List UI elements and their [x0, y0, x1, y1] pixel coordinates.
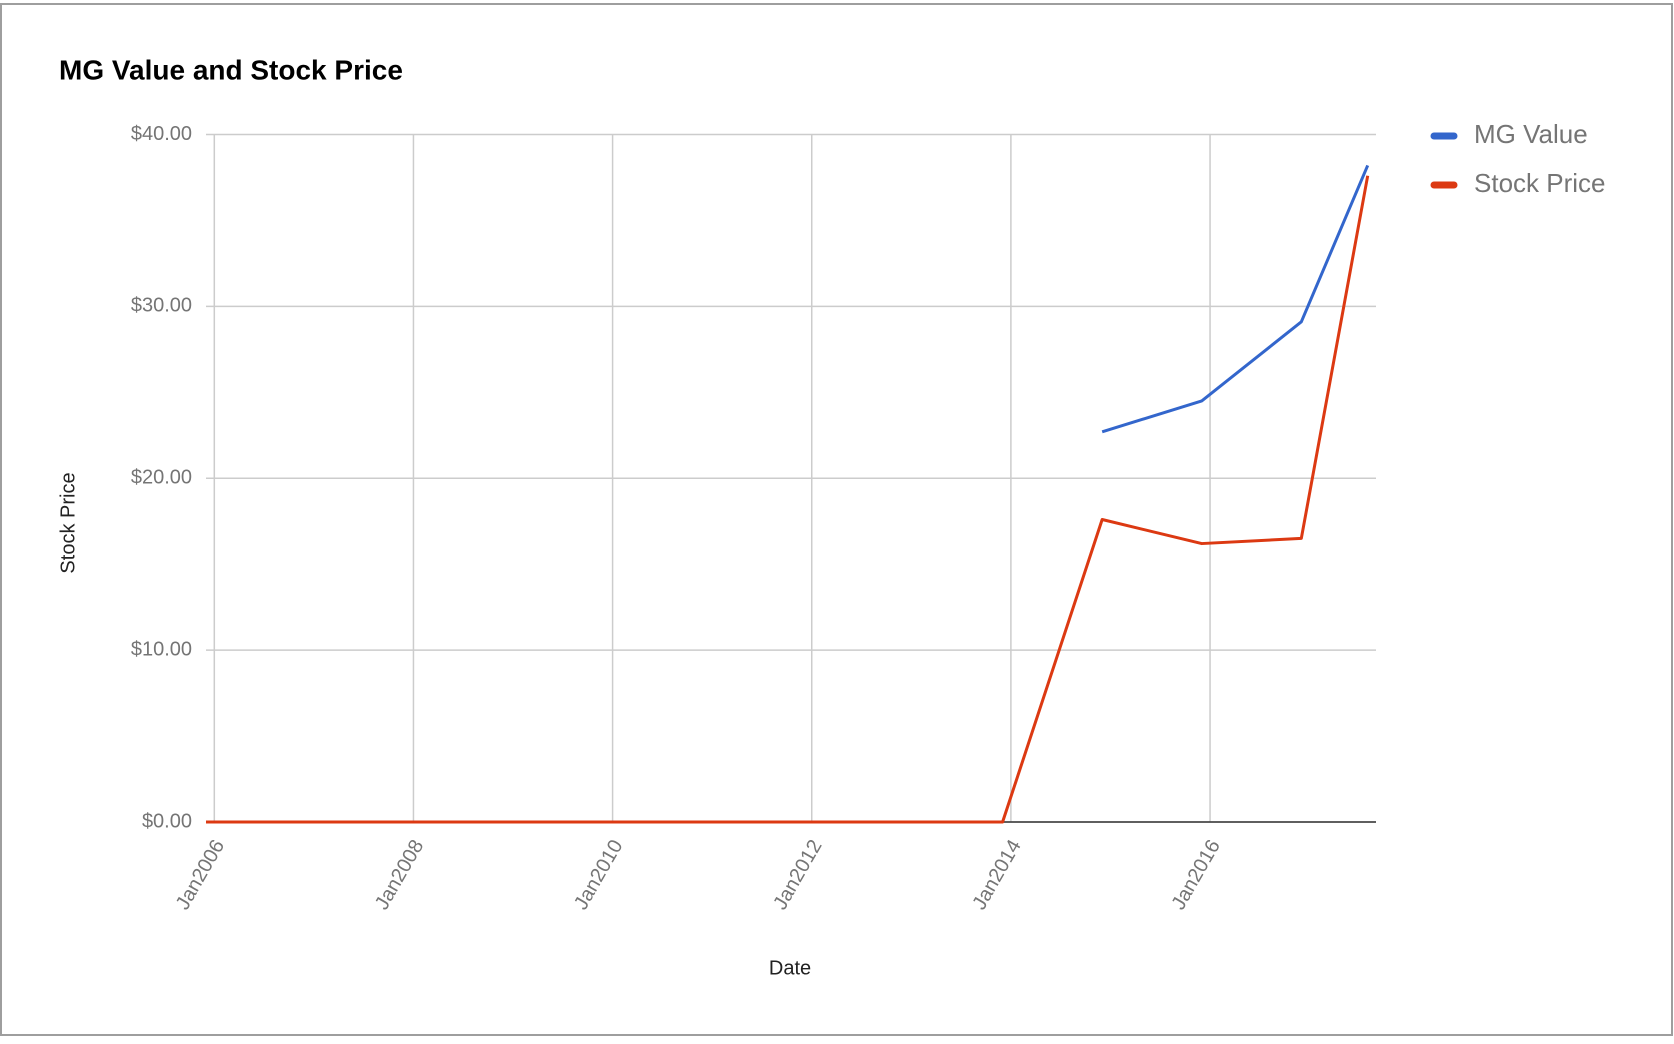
- y-tick-label: $20.00: [131, 467, 192, 489]
- x-axis-label: Date: [769, 957, 811, 979]
- series-line: [206, 175, 1370, 824]
- y-tick-label: $30.00: [131, 295, 192, 317]
- y-tick-label: $40.00: [131, 123, 192, 145]
- series-line: [1101, 164, 1370, 434]
- legend-label: MG Value: [1474, 119, 1588, 149]
- chart-title: MG Value and Stock Price: [59, 54, 403, 85]
- legend-label: Stock Price: [1474, 168, 1606, 198]
- y-tick-label: $10.00: [131, 638, 192, 660]
- y-axis-label: Stock Price: [57, 472, 79, 573]
- y-tick-label: $0.00: [142, 810, 192, 832]
- chart-frame: [0, 3, 1673, 1036]
